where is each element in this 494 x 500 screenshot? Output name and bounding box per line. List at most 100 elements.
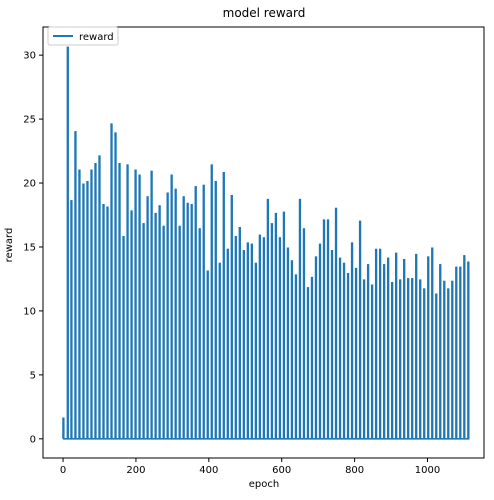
data-point-26 [166,192,169,195]
data-point-14 [118,163,121,165]
data-point-21 [146,196,149,198]
data-point-4 [78,169,81,172]
data-point-7 [90,169,93,172]
chart-title: model reward [223,6,306,20]
data-point-74 [359,220,361,223]
data-point-59 [299,198,301,201]
data-point-54 [279,237,281,239]
data-point-70 [343,262,345,265]
data-point-5 [82,183,85,186]
data-point-87 [411,278,414,280]
legend: reward [47,26,119,46]
data-point-81 [387,257,389,260]
data-point-32 [190,203,193,206]
data-point-93 [435,293,438,296]
data-point-91 [427,256,430,259]
data-point-98 [455,266,458,269]
data-point-89 [419,279,422,282]
data-point-28 [174,188,177,191]
data-point-3 [74,131,77,133]
data-point-84 [399,279,401,282]
legend-box [47,26,119,46]
data-point-41 [226,248,229,251]
legend-label-reward: reward [79,32,114,43]
x-tick-label: 1000 [415,465,440,476]
data-point-83 [395,252,397,255]
data-point-34 [198,228,201,230]
data-point-63 [315,256,317,259]
x-tick-label: 200 [126,465,145,476]
x-axis-label: epoch [249,479,279,490]
data-point-76 [367,264,369,266]
data-point-57 [291,260,293,262]
data-point-56 [287,247,289,250]
data-point-62 [311,276,313,279]
data-point-82 [391,281,393,284]
y-tick-label: 10 [23,306,36,317]
data-point-69 [339,257,341,260]
data-point-46 [247,242,249,244]
y-tick-label: 25 [23,115,36,126]
data-point-94 [439,264,442,266]
data-point-73 [355,267,357,270]
data-point-31 [186,202,189,205]
plot-area: 0 200 400 600 800 1000 0 5 10 15 20 25 30 [23,26,485,476]
data-point-71 [347,273,349,275]
data-point-0 [62,417,65,420]
data-point-58 [295,274,297,276]
x-tick-label: 400 [199,465,218,476]
data-point-25 [162,225,165,228]
data-point-44 [239,226,241,229]
data-point-80 [383,264,385,266]
data-point-23 [154,212,157,215]
data-point-55 [283,211,285,214]
data-point-64 [319,243,321,246]
data-point-15 [122,235,125,238]
y-axis-label: reward [4,228,15,263]
series-reward [62,46,470,440]
data-point-50 [263,237,265,239]
data-point-48 [255,262,257,265]
data-point-1 [66,46,69,49]
data-point-88 [415,253,418,256]
data-point-12 [110,123,113,125]
y-axis-ticks: 0 5 10 15 20 25 30 [23,51,43,445]
data-point-13 [114,132,117,134]
data-point-65 [323,219,325,221]
data-point-37 [210,164,213,166]
data-point-20 [142,223,145,225]
data-point-17 [130,210,133,212]
data-point-8 [94,163,97,165]
data-point-27 [170,174,173,177]
data-point-16 [126,164,129,166]
data-point-75 [363,279,365,282]
data-point-72 [351,242,353,244]
y-tick-label: 15 [23,242,36,253]
data-point-101 [467,261,470,264]
data-point-67 [331,250,333,252]
data-point-11 [106,206,109,209]
data-point-100 [463,255,466,257]
data-point-53 [275,212,277,215]
data-point-85 [403,258,405,261]
axes-frame [42,26,485,459]
data-point-90 [423,288,426,290]
data-point-19 [138,174,141,177]
data-point-52 [271,223,273,225]
data-point-66 [327,219,329,221]
y-tick-label: 0 [30,434,36,445]
data-point-36 [206,270,209,273]
data-point-99 [459,266,462,269]
x-tick-label: 800 [345,465,364,476]
data-point-47 [251,243,253,246]
data-point-43 [235,235,237,238]
data-point-79 [379,248,381,251]
y-tick-label: 5 [30,370,36,381]
data-point-18 [134,169,137,172]
data-point-42 [230,195,233,197]
data-point-45 [243,250,245,252]
data-point-10 [102,203,105,206]
data-point-40 [222,171,225,174]
